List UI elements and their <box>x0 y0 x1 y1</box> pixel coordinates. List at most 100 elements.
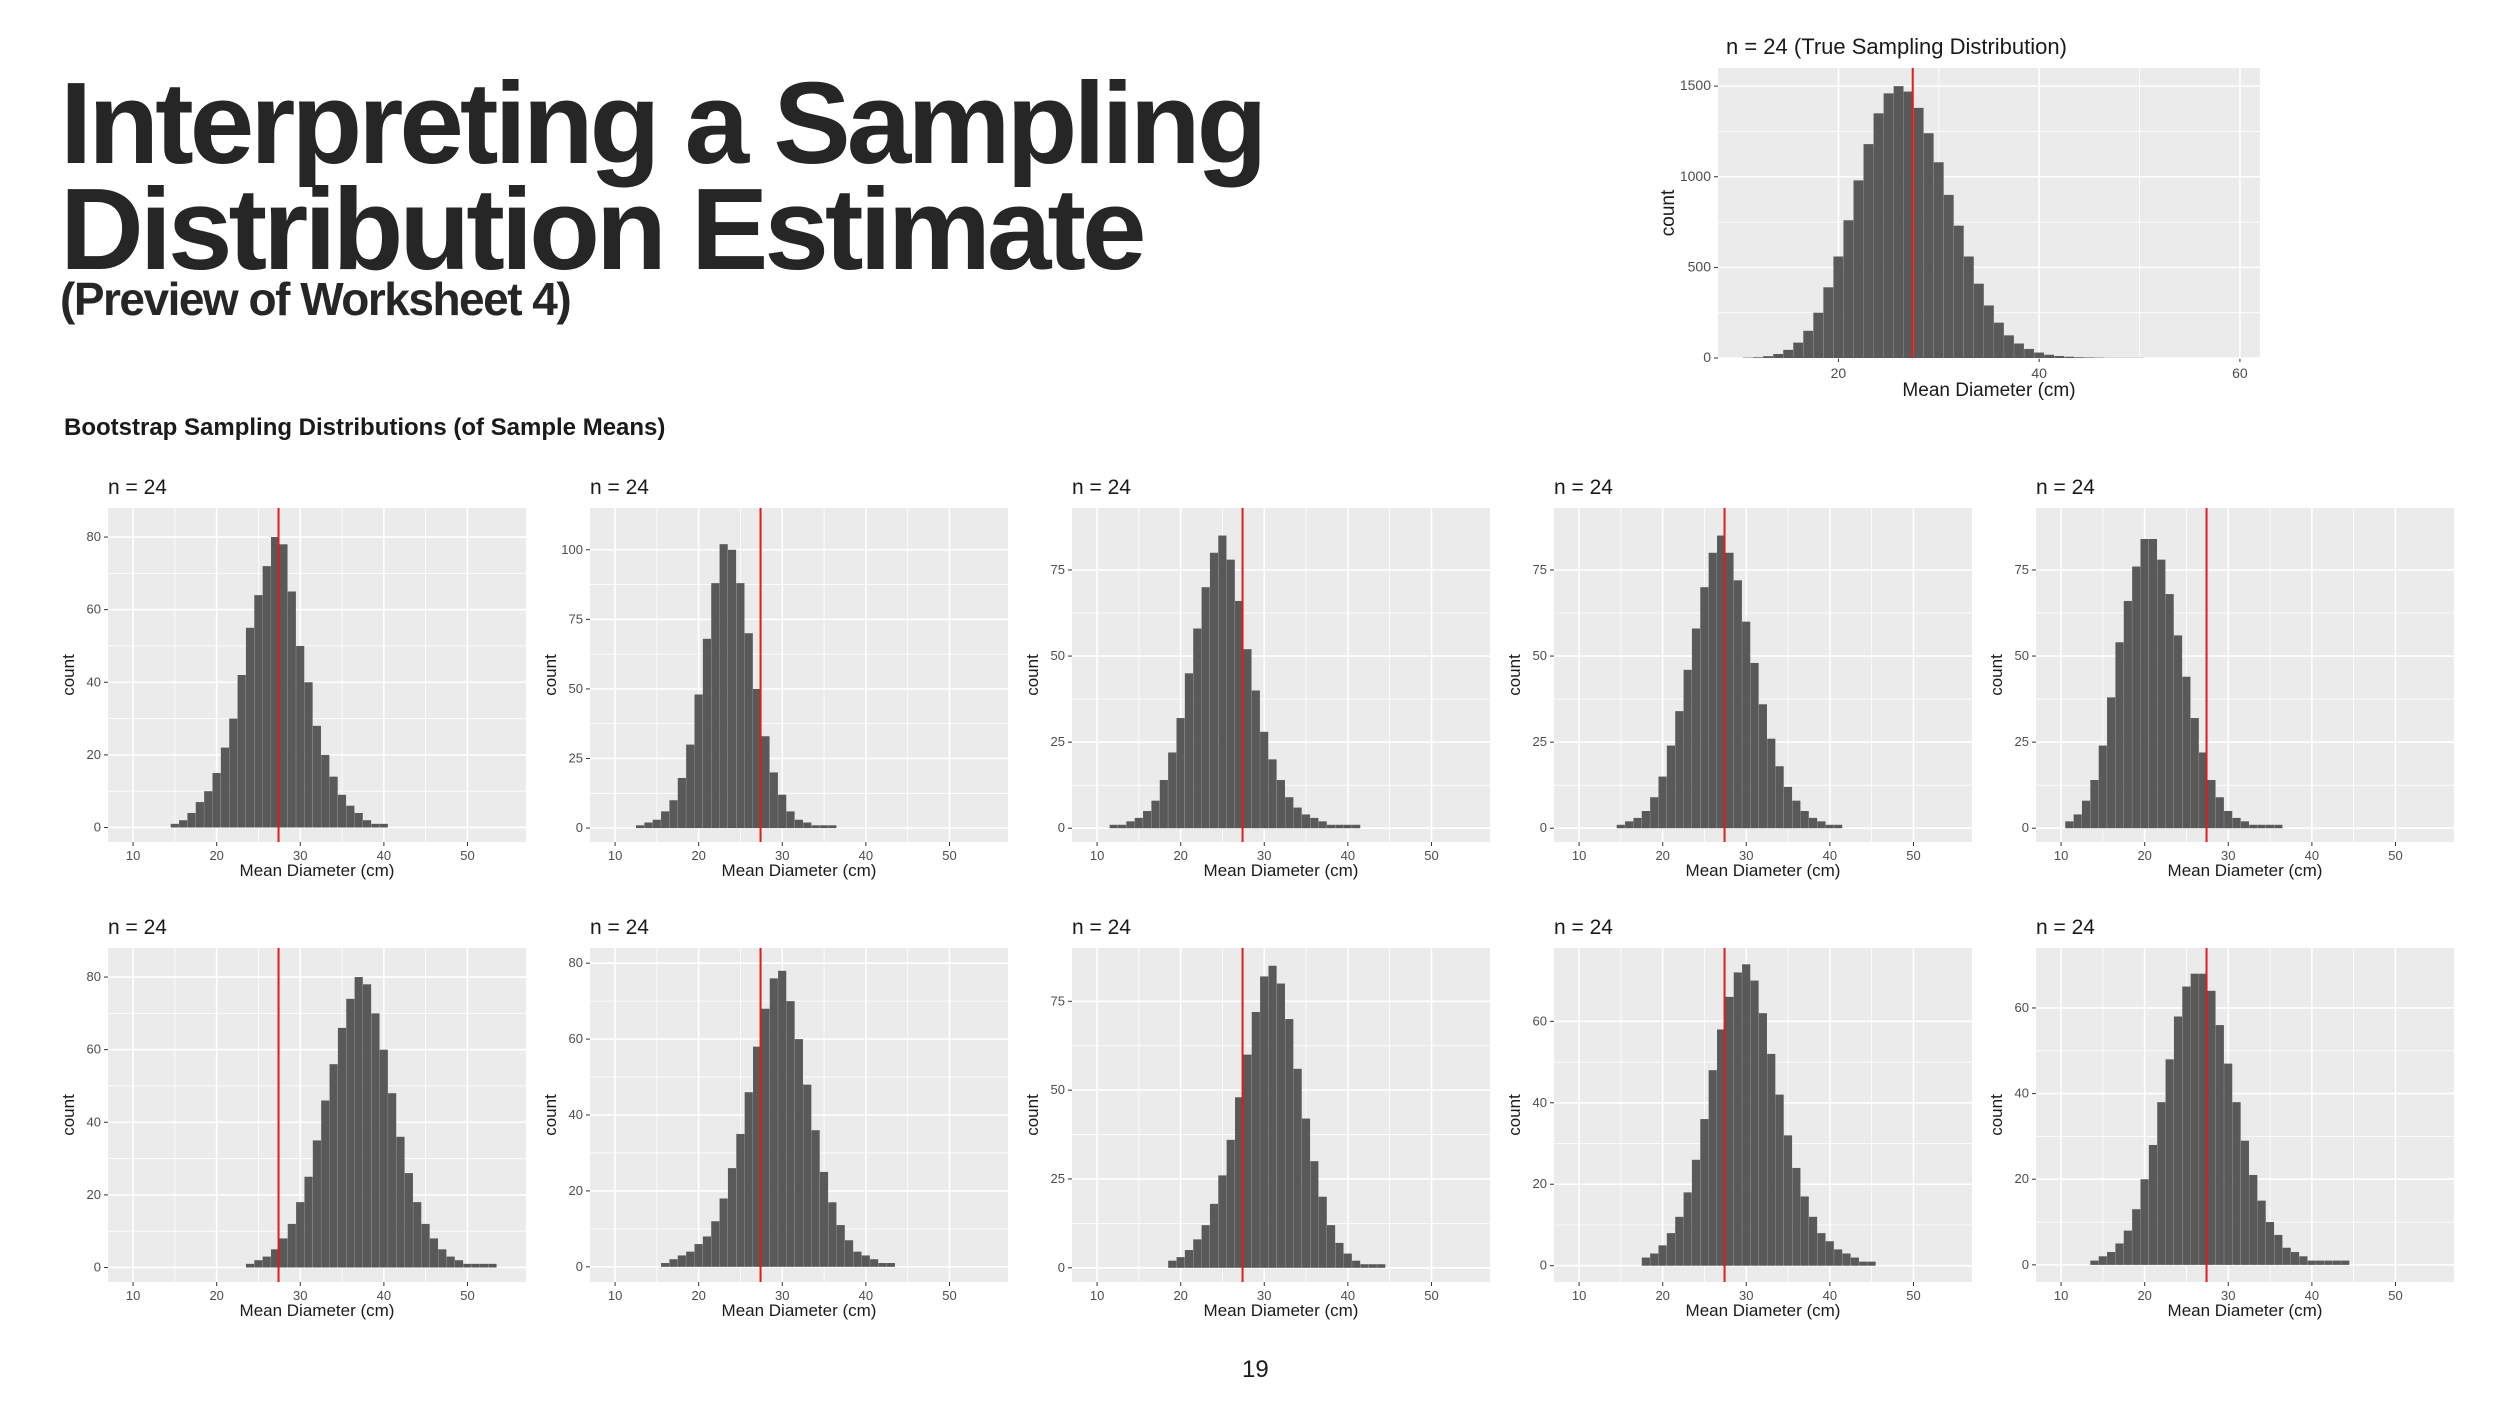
histogram-bar <box>661 811 670 829</box>
histogram-bar <box>1301 1118 1311 1268</box>
histogram-bar <box>2316 1260 2325 1265</box>
histogram-bar <box>1783 786 1793 829</box>
histogram-bar <box>1793 342 1804 358</box>
histogram-bar <box>2132 566 2141 829</box>
histogram-bar <box>1650 1253 1659 1266</box>
histogram-bar <box>1326 1225 1336 1268</box>
histogram-bar <box>488 1263 497 1268</box>
histogram-bar <box>1943 194 1954 358</box>
histogram-bar <box>1209 552 1219 829</box>
histogram-bar <box>1725 996 1734 1266</box>
histogram-bar <box>1775 766 1784 829</box>
x-tick-label: 60 <box>2232 365 2248 381</box>
x-axis-label: Mean Diameter (cm) <box>1204 861 1359 880</box>
histogram-bar <box>296 1202 305 1268</box>
histogram-bar <box>271 537 280 828</box>
histogram-bar <box>2084 357 2095 358</box>
histogram-bar <box>736 1133 745 1267</box>
x-tick-label: 50 <box>942 1288 956 1303</box>
histogram-bar <box>1767 1053 1776 1266</box>
histogram-bar <box>179 820 188 828</box>
x-tick-label: 30 <box>775 1288 789 1303</box>
x-tick-label: 20 <box>1655 848 1669 863</box>
histogram-bar <box>2274 824 2283 829</box>
histogram-bar <box>220 747 230 828</box>
x-tick-label: 20 <box>209 848 223 863</box>
histogram-bar <box>1625 821 1634 829</box>
x-tick-label: 30 <box>2221 848 2235 863</box>
y-tick-label: 75 <box>1533 562 1547 577</box>
y-tick-label: 0 <box>1540 1258 1547 1273</box>
histogram-bar <box>2332 1260 2341 1265</box>
histogram-bar <box>669 800 678 829</box>
histogram-bar <box>2044 354 2055 358</box>
chart-bootstrap-1: n = 24 10 20 30 40 50 0 20 40 60 80 Mean Diameter (… <box>59 476 526 880</box>
x-tick-label: 30 <box>1257 1288 1271 1303</box>
y-tick-label: 0 <box>1058 1260 1065 1275</box>
histogram-bar <box>1318 821 1327 829</box>
histogram-bar <box>1953 225 1964 358</box>
histogram-bar <box>438 1249 447 1268</box>
x-axis-label: Mean Diameter (cm) <box>722 861 877 880</box>
x-tick-label: 20 <box>1831 365 1847 381</box>
page-number: 19 <box>1242 1356 1269 1383</box>
histogram-bar <box>1616 824 1625 829</box>
y-tick-label: 0 <box>1703 349 1711 365</box>
y-tick-label: 1000 <box>1680 168 1711 184</box>
x-tick-label: 20 <box>1173 1288 1187 1303</box>
x-tick-label: 10 <box>608 1288 622 1303</box>
histogram-bar <box>2173 635 2183 829</box>
histogram-bar <box>1733 580 1742 829</box>
histogram-bar <box>702 638 712 829</box>
histogram-bar <box>2157 559 2166 829</box>
histogram-bar <box>1675 711 1684 829</box>
histogram-bar <box>2299 1256 2308 1265</box>
histogram-bar <box>1201 587 1210 829</box>
y-tick-label: 0 <box>576 1259 583 1274</box>
histogram-bar <box>1983 305 1994 358</box>
histogram-bar <box>346 805 355 828</box>
histogram-bar <box>337 1027 347 1268</box>
histogram-bar <box>1184 1250 1194 1268</box>
x-axis-label: Mean Diameter (cm) <box>722 1301 877 1320</box>
histogram-bar <box>237 675 246 828</box>
histogram-bar <box>2148 538 2158 829</box>
histogram-bar <box>2034 352 2045 358</box>
histogram-bar <box>1750 980 1759 1266</box>
histogram-bar <box>1994 322 2004 358</box>
histogram-bar <box>1352 824 1361 829</box>
y-tick-label: 0 <box>2022 820 2029 835</box>
x-tick-label: 40 <box>377 1288 391 1303</box>
y-tick-label: 75 <box>569 611 583 626</box>
x-tick-label: 20 <box>1655 1288 1669 1303</box>
histogram-bar <box>1683 1192 1692 1266</box>
histogram-bar <box>1641 811 1650 829</box>
x-axis-label: Mean Diameter (cm) <box>2168 861 2323 880</box>
histogram-bar <box>794 819 803 829</box>
histogram-bar <box>2282 1247 2291 1265</box>
chart-bootstrap-5: n = 24 10 20 30 40 50 0 25 50 75 Mean Diameter (cm… <box>1987 476 2454 880</box>
histogram-bar <box>296 645 305 828</box>
histogram-bar <box>1343 1253 1352 1268</box>
histogram-bar <box>2274 1234 2283 1265</box>
x-tick-label: 40 <box>1341 1288 1355 1303</box>
histogram-bar <box>1218 535 1227 829</box>
histogram-bar <box>1658 776 1667 829</box>
histogram-bar <box>2324 1260 2333 1265</box>
y-tick-label: 75 <box>1051 993 1065 1008</box>
histogram-bar <box>1243 1054 1252 1268</box>
histogram-bar <box>711 1221 720 1267</box>
histogram-bar <box>1360 1264 1369 1268</box>
histogram-bar <box>778 970 787 1267</box>
x-tick-label: 40 <box>859 848 873 863</box>
y-tick-label: 80 <box>87 969 101 984</box>
histogram-bar <box>1808 817 1818 829</box>
chart-true-sampling-distribution: n = 24 (True Sampling Distribution) 20 40 6… <box>1658 34 2260 401</box>
y-tick-label: 20 <box>87 1187 101 1202</box>
slide-title: Interpreting a Sampling Distribution Est… <box>60 65 1267 287</box>
histogram-bar <box>1268 965 1277 1268</box>
histogram-bar <box>1293 1068 1302 1268</box>
y-tick-label: 0 <box>1540 820 1547 835</box>
y-axis-label: count <box>1987 654 2006 696</box>
y-tick-label: 100 <box>561 542 583 557</box>
